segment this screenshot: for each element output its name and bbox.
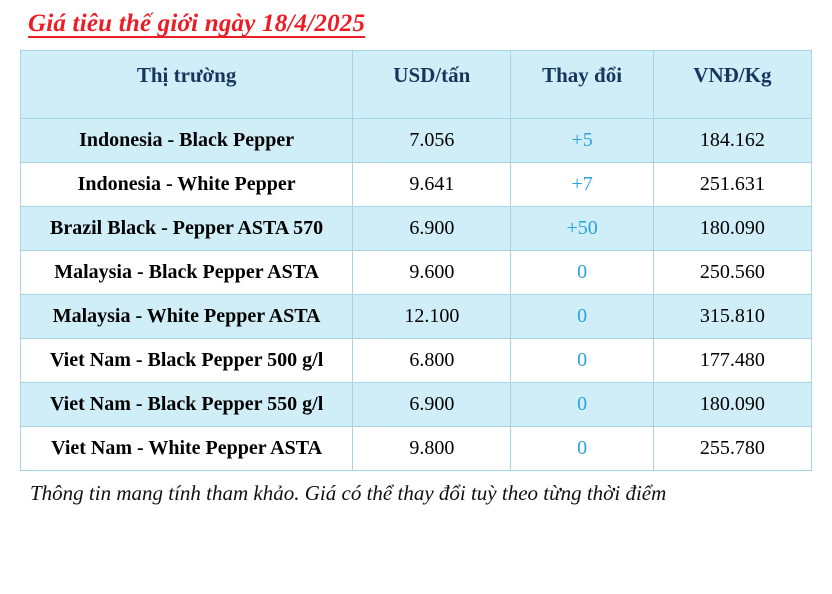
usd-cell: 9.641: [352, 162, 512, 207]
col-header-change: Thay đổi: [510, 50, 654, 119]
table-row: Indonesia - Black Pepper 7.056 +5 184.16…: [19, 118, 813, 163]
usd-cell: 9.600: [352, 250, 512, 295]
market-cell: Malaysia - Black Pepper ASTA: [19, 250, 354, 295]
vnd-cell: 180.090: [652, 382, 813, 427]
vnd-cell: 250.560: [652, 250, 813, 295]
usd-cell: 6.900: [352, 382, 512, 427]
table-row: Viet Nam - Black Pepper 500 g/l 6.800 0 …: [19, 338, 813, 383]
change-cell: 0: [510, 250, 654, 295]
market-cell: Malaysia - White Pepper ASTA: [19, 294, 354, 339]
usd-cell: 9.800: [352, 426, 512, 471]
market-cell: Viet Nam - Black Pepper 500 g/l: [19, 338, 354, 383]
usd-cell: 6.800: [352, 338, 512, 383]
market-cell: Viet Nam - White Pepper ASTA: [19, 426, 354, 471]
col-header-vnd: VNĐ/Kg: [652, 50, 813, 119]
change-cell: 0: [510, 382, 654, 427]
col-header-usd: USD/tấn: [352, 50, 512, 119]
table-row: Malaysia - White Pepper ASTA 12.100 0 31…: [19, 294, 813, 339]
table-header-row: Thị trường USD/tấn Thay đổi VNĐ/Kg: [19, 50, 813, 119]
col-header-market: Thị trường: [19, 50, 354, 119]
table-row: Indonesia - White Pepper 9.641 +7 251.63…: [19, 162, 813, 207]
table-header: Thị trường USD/tấn Thay đổi VNĐ/Kg: [19, 50, 813, 119]
change-cell: +7: [510, 162, 654, 207]
vnd-cell: 255.780: [652, 426, 813, 471]
change-cell: 0: [510, 426, 654, 471]
vnd-cell: 251.631: [652, 162, 813, 207]
vnd-cell: 315.810: [652, 294, 813, 339]
vnd-cell: 180.090: [652, 206, 813, 251]
usd-cell: 12.100: [352, 294, 512, 339]
market-cell: Indonesia - Black Pepper: [19, 118, 354, 163]
table-row: Malaysia - Black Pepper ASTA 9.600 0 250…: [19, 250, 813, 295]
page: Giá tiêu thế giới ngày 18/4/2025 Thị trư…: [19, 10, 813, 505]
table-row: Viet Nam - Black Pepper 550 g/l 6.900 0 …: [19, 382, 813, 427]
change-cell: +50: [510, 206, 654, 251]
footer-note: Thông tin mang tính tham khảo. Giá có th…: [30, 481, 667, 505]
usd-cell: 6.900: [352, 206, 512, 251]
table-row: Brazil Black - Pepper ASTA 570 6.900 +50…: [19, 206, 813, 251]
change-cell: 0: [510, 338, 654, 383]
page-title: Giá tiêu thế giới ngày 18/4/2025: [28, 10, 366, 37]
table-body: Indonesia - Black Pepper 7.056 +5 184.16…: [19, 118, 813, 471]
vnd-cell: 177.480: [652, 338, 813, 383]
pepper-price-table: Thị trường USD/tấn Thay đổi VNĐ/Kg Indon…: [19, 50, 813, 471]
market-cell: Indonesia - White Pepper: [19, 162, 354, 207]
change-cell: 0: [510, 294, 654, 339]
change-cell: +5: [510, 118, 654, 163]
market-cell: Brazil Black - Pepper ASTA 570: [19, 206, 354, 251]
table-row: Viet Nam - White Pepper ASTA 9.800 0 255…: [19, 426, 813, 471]
market-cell: Viet Nam - Black Pepper 550 g/l: [19, 382, 354, 427]
usd-cell: 7.056: [352, 118, 512, 163]
vnd-cell: 184.162: [652, 118, 813, 163]
